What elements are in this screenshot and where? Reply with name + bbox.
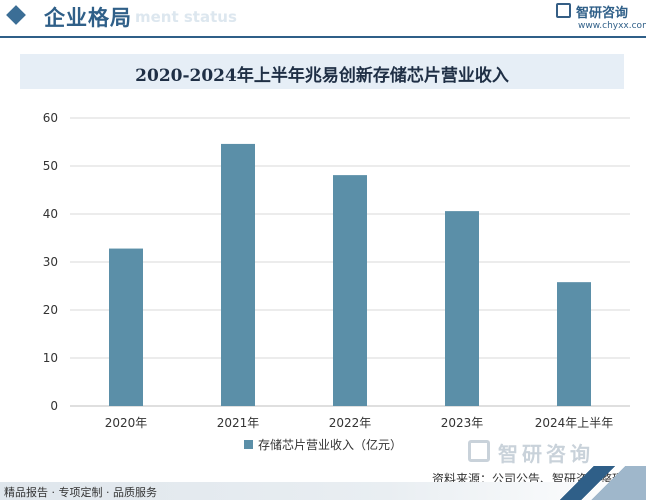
x-tick-label-3: 2023年 [441,416,484,430]
footer-bar [0,482,646,500]
bar-0 [109,248,143,406]
y-tick-layer: 0 10 20 30 40 50 60 [43,111,58,413]
x-tick-label-4: 2024年上半年 [535,416,614,430]
x-tick-layer: 2020年 2021年 2022年 2023年 2024年上半年 [105,416,614,430]
bar-3 [445,211,479,406]
brand-url: www.chyxx.com [578,21,646,31]
legend-swatch [244,440,253,449]
y-tick-label-6: 60 [43,111,58,125]
bar-1 [221,143,255,407]
y-tick-label-5: 50 [43,159,58,173]
footer-decoration [536,466,646,500]
header-title: 企业格局 [44,6,132,30]
x-tick-label-2: 2022年 [329,416,372,430]
brand-logo: 智研咨询 www.chyxx.com [556,3,646,35]
y-tick-label-2: 20 [43,303,58,317]
header-title-en: ment status [135,8,237,26]
bar-layer [109,143,591,407]
header-divider [0,36,646,38]
footer-text: 精品报告 · 专项定制 · 品质服务 [4,486,157,499]
y-tick-label-1: 10 [43,351,58,365]
y-tick-label-4: 40 [43,207,58,221]
watermark-logo-icon [468,440,490,462]
header: ment status 企业格局 智研咨询 www.chyxx.com [0,0,646,34]
bar-2 [333,175,367,406]
y-tick-label-0: 0 [50,399,58,413]
brand-name: 智研咨询 [576,6,629,21]
y-tick-label-3: 30 [43,255,58,269]
legend-label: 存储芯片营业收入（亿元） [258,438,403,452]
bar-4 [557,282,591,406]
watermark-brand: 智研咨询 [498,442,594,466]
x-tick-label-0: 2020年 [105,416,148,430]
x-tick-label-1: 2021年 [217,416,260,430]
brand-logo-icon [556,3,571,18]
chart-title-box: 2020-2024年上半年兆易创新存储芯片营业收入 [20,54,624,89]
chart-title: 2020-2024年上半年兆易创新存储芯片营业收入 [135,66,509,86]
